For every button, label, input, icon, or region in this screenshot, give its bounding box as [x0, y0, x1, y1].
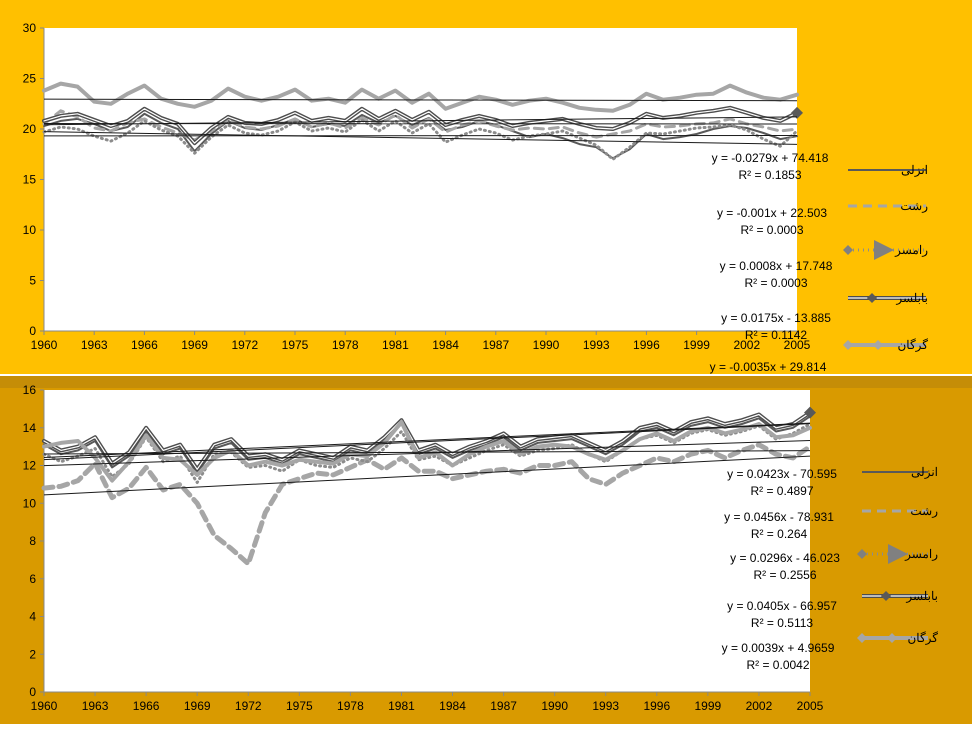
x-tick-label: 1993 [592, 699, 619, 713]
y-tick-label: 0 [29, 324, 36, 338]
y-tick-label: 8 [29, 534, 36, 548]
x-tick-label: 1999 [683, 338, 710, 352]
y-tick-label: 12 [23, 459, 37, 473]
trend-equation: y = 0.0008x + 17.748 [720, 259, 833, 273]
chart-1-svg: 0 5 10 15 20 25 30 1960 1963 1966 1969 1972 1975 1978… [0, 0, 972, 374]
y-tick-label: 0 [29, 685, 36, 699]
trend-equation: y = 0.0423x - 70.595 [727, 467, 837, 481]
y-tick-label: 2 [29, 647, 36, 661]
x-tick-label: 1960 [31, 338, 58, 352]
x-tick-label: 1966 [131, 338, 158, 352]
trend-equation: y = -0.0035x + 29.814 [710, 360, 827, 374]
legend-label-4: بابلسر [905, 589, 938, 603]
legend-label-2: رشت [900, 199, 928, 213]
y-tick-label: 30 [23, 21, 37, 35]
x-tick-label: 1984 [432, 338, 459, 352]
trend-r-squared: R² = 0.1142 [745, 328, 807, 342]
legend-label-5: گرگان [907, 631, 938, 645]
y-tick-label: 6 [29, 572, 36, 586]
trend-r-squared: R² = 0.264 [751, 527, 808, 541]
chart-2-plot-area [44, 390, 810, 692]
x-tick-label: 1963 [81, 338, 108, 352]
x-tick-label: 1963 [82, 699, 109, 713]
x-tick-label: 2005 [797, 699, 824, 713]
x-tick-label: 1960 [31, 699, 58, 713]
x-tick-label: 1999 [695, 699, 722, 713]
trend-r-squared: R² = 0.0042 [746, 658, 809, 672]
trend-equation: y = 0.0456x - 78.931 [724, 510, 834, 524]
x-tick-label: 1969 [181, 338, 208, 352]
trend-equation: y = 0.0175x - 13.885 [721, 311, 831, 325]
y-tick-label: 10 [23, 496, 37, 510]
x-tick-label: 1975 [286, 699, 313, 713]
y-tick-label: 4 [29, 610, 36, 624]
y-tick-label: 20 [23, 122, 37, 136]
chart-panel-2: 0 2 4 6 8 10 12 14 16 1960 1963 1966 1969 1972 1975 197… [0, 376, 972, 724]
x-tick-label: 1987 [490, 699, 517, 713]
x-tick-label: 1981 [388, 699, 415, 713]
y-tick-label: 14 [23, 421, 37, 435]
x-tick-label: 1984 [439, 699, 466, 713]
trend-equation: y = 0.0296x - 46.023 [730, 551, 840, 565]
trend-equation: y = -0.0279x + 74.418 [712, 151, 829, 165]
legend-label-2: رشت [910, 504, 938, 518]
chart-panel-1: 0 5 10 15 20 25 30 1960 1963 1966 1969 1972 1975 1978… [0, 0, 972, 374]
legend-label-1: انزلی [911, 465, 938, 479]
chart-1-plot-area [44, 28, 797, 331]
y-tick-label: 25 [23, 72, 37, 86]
x-tick-label: 1972 [235, 699, 262, 713]
legend-label-3: رامسر [904, 547, 938, 561]
trend-equation: y = -0.001x + 22.503 [717, 206, 827, 220]
x-tick-label: 1987 [482, 338, 509, 352]
trend-equation: y = 0.0039x + 4.9659 [722, 641, 835, 655]
y-tick-label: 16 [23, 383, 37, 397]
x-tick-label: 2002 [746, 699, 773, 713]
chart-2-svg: 0 2 4 6 8 10 12 14 16 1960 1963 1966 1969 1972 1975 197… [0, 376, 972, 724]
x-tick-label: 1978 [332, 338, 359, 352]
x-tick-label: 1996 [633, 338, 660, 352]
x-tick-label: 1990 [541, 699, 568, 713]
x-tick-label: 1969 [184, 699, 211, 713]
legend-label-1: انزلی [901, 163, 928, 177]
y-tick-label: 15 [23, 173, 37, 187]
legend-label-5: گرگان [897, 338, 928, 352]
y-tick-label: 10 [23, 223, 37, 237]
trend-r-squared: R² = 0.4897 [750, 484, 813, 498]
x-tick-label: 1990 [533, 338, 560, 352]
x-tick-label: 1975 [282, 338, 309, 352]
trend-equation: y = 0.0405x - 66.957 [727, 599, 837, 613]
legend-label-4: بابلسر [895, 291, 928, 305]
x-tick-label: 1966 [133, 699, 160, 713]
x-tick-label: 1993 [583, 338, 610, 352]
trend-r-squared: R² = 0.1853 [738, 168, 801, 182]
trend-r-squared: R² = 0.0003 [744, 276, 807, 290]
x-tick-label: 1996 [643, 699, 670, 713]
x-tick-label: 1978 [337, 699, 364, 713]
chart-2-top-shade [0, 376, 972, 388]
legend-label-3: رامسر [894, 243, 928, 257]
trend-r-squared: R² = 0.2556 [753, 568, 816, 582]
trend-r-squared: R² = 0.5113 [751, 616, 813, 630]
y-tick-label: 5 [29, 274, 36, 288]
x-tick-label: 1972 [231, 338, 258, 352]
trend-r-squared: R² = 0.0003 [740, 223, 803, 237]
x-tick-label: 1981 [382, 338, 409, 352]
